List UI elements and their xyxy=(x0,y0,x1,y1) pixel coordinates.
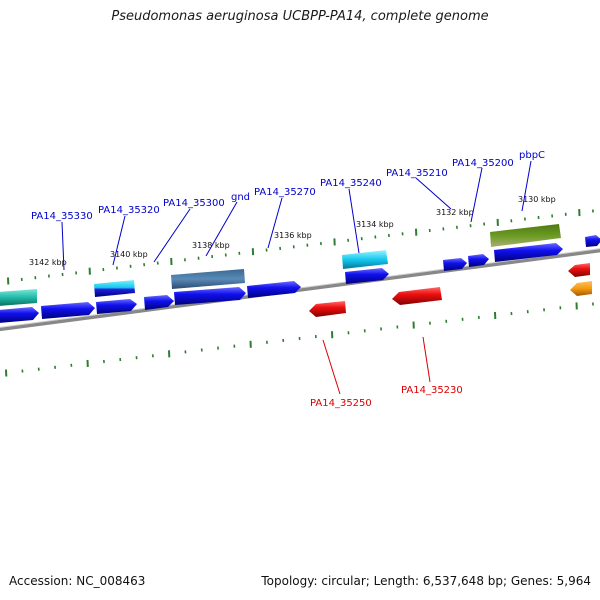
gene-label-pa14-35210[interactable]: PA14_35210 xyxy=(386,168,448,179)
gene-arrow-red[interactable] xyxy=(309,301,346,317)
forward-gene-labels: PA14_35330 PA14_35320 PA14_35300 gnd PA1… xyxy=(31,150,545,222)
genome-backbone xyxy=(0,248,600,332)
gene-arrow-red[interactable] xyxy=(568,263,590,277)
upper-tick-row xyxy=(7,209,594,285)
gene-label-pa14-35230[interactable]: PA14_35230 xyxy=(401,385,463,396)
gene-arrow-mixed[interactable] xyxy=(94,280,135,297)
gene-label-pa14-35300[interactable]: PA14_35300 xyxy=(163,198,225,209)
tick-label: 3134 kbp xyxy=(356,220,394,229)
gene-arrow[interactable] xyxy=(247,281,301,298)
gene-label-gnd[interactable]: gnd xyxy=(231,192,250,203)
gene-arrow[interactable] xyxy=(345,268,389,284)
gene-label-pa14-35330[interactable]: PA14_35330 xyxy=(31,211,93,222)
gene-arrow[interactable] xyxy=(585,235,600,247)
forward-genes xyxy=(0,224,600,323)
gene-label-pa14-35240[interactable]: PA14_35240 xyxy=(320,178,382,189)
gene-label-pbpc[interactable]: pbpC xyxy=(519,150,545,161)
gene-arrow[interactable] xyxy=(494,243,563,262)
tick-label: 3136 kbp xyxy=(274,231,312,240)
tick-label: 3132 kbp xyxy=(436,208,474,217)
gene-arrow-cyan[interactable] xyxy=(342,250,388,269)
gene-arrow[interactable] xyxy=(96,299,137,314)
topology-summary: Topology: circular; Length: 6,537,648 bp… xyxy=(261,574,591,588)
reverse-gene-labels: PA14_35250 PA14_35230 xyxy=(310,385,463,409)
accession-text: Accession: NC_008463 xyxy=(9,574,146,588)
gene-arrow-red[interactable] xyxy=(392,287,442,305)
gene-arrow-teal[interactable] xyxy=(0,289,37,306)
tick-label: 3142 kbp xyxy=(29,258,67,267)
tick-label: 3130 kbp xyxy=(518,195,556,204)
map-title: Pseudomonas aeruginosa UCBPP-PA14, compl… xyxy=(111,9,489,24)
gene-arrow[interactable] xyxy=(0,307,39,323)
gene-arrow[interactable] xyxy=(443,258,467,271)
reverse-leader-lines xyxy=(322,336,431,395)
tick-labels: 3142 kbp 3140 kbp 3138 kbp 3136 kbp 3134… xyxy=(29,195,556,267)
gene-arrow-olive[interactable] xyxy=(490,224,561,247)
forward-leader-lines xyxy=(61,160,532,271)
gene-arrow[interactable] xyxy=(41,302,95,319)
gene-label-pa14-35320[interactable]: PA14_35320 xyxy=(98,205,160,216)
lower-tick-row xyxy=(5,302,594,377)
reverse-genes xyxy=(309,263,592,317)
gene-arrow[interactable] xyxy=(174,287,246,305)
gene-label-pa14-35270[interactable]: PA14_35270 xyxy=(254,187,316,198)
gene-arrow-orange[interactable] xyxy=(570,281,592,296)
gene-arrow[interactable] xyxy=(144,295,174,310)
gene-label-pa14-35200[interactable]: PA14_35200 xyxy=(452,158,514,169)
gene-label-pa14-35250[interactable]: PA14_35250 xyxy=(310,398,372,409)
gene-arrow-steel[interactable] xyxy=(171,269,245,289)
tick-label: 3138 kbp xyxy=(192,241,230,250)
gene-arrow[interactable] xyxy=(468,254,489,267)
tick-label: 3140 kbp xyxy=(110,250,148,259)
